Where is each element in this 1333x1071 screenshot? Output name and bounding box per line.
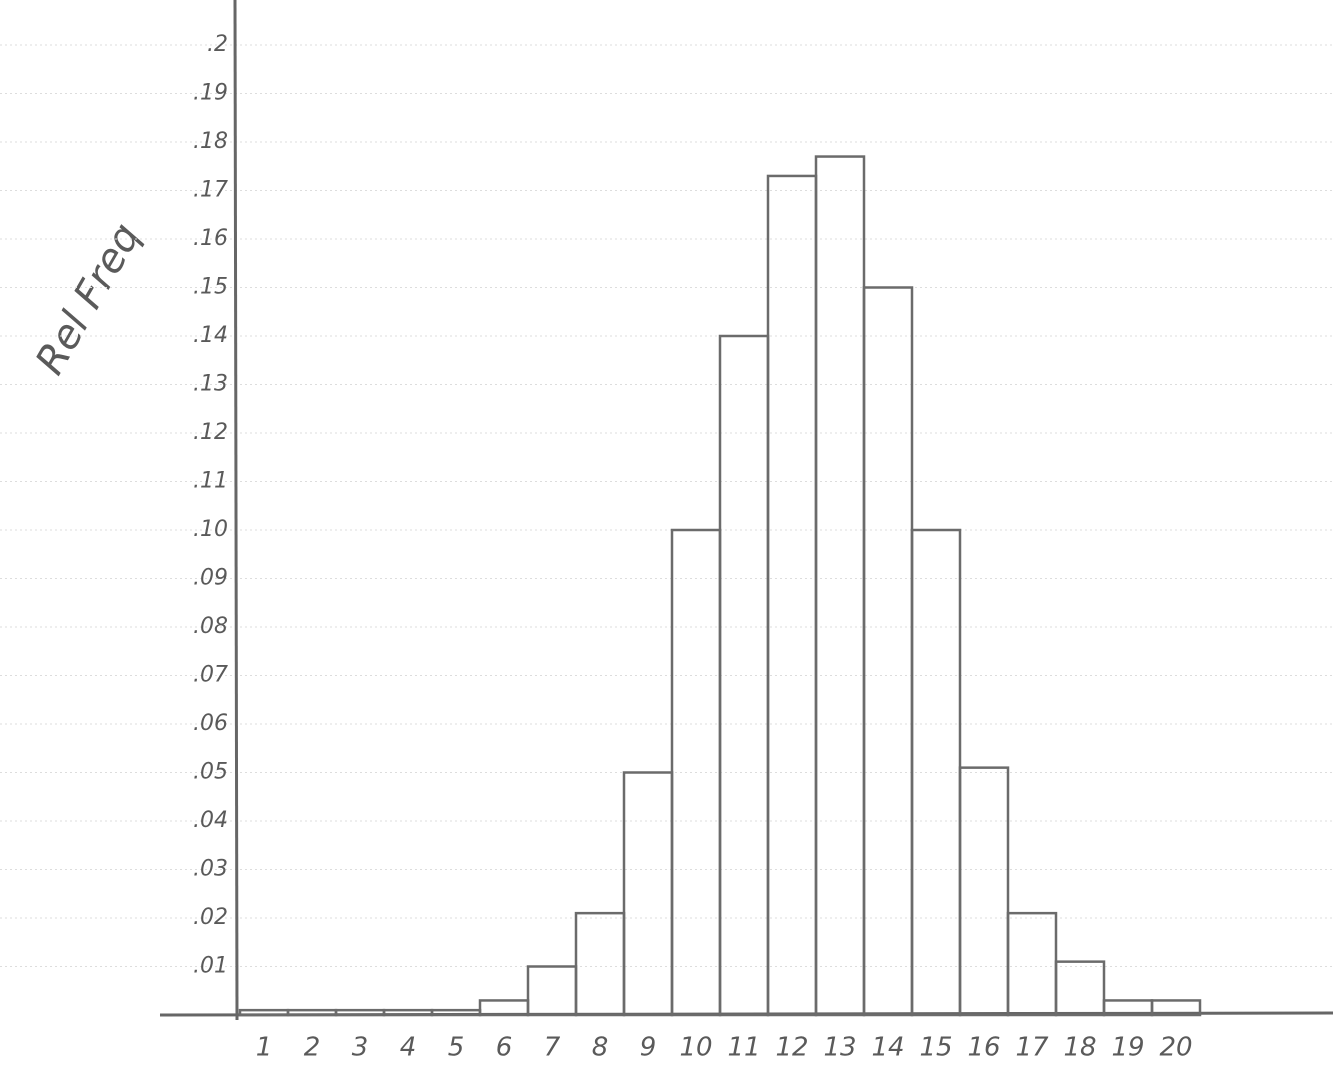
x-tick-label: 19 — [1111, 1033, 1144, 1063]
x-tick-label: 1 — [256, 1033, 273, 1063]
x-tick-label: 3 — [352, 1033, 369, 1063]
y-tick-label: .02 — [193, 905, 228, 930]
y-axis — [235, 0, 237, 1020]
bar — [528, 967, 576, 1016]
y-tick-label: .18 — [193, 129, 228, 154]
x-tick-label: 16 — [967, 1033, 1000, 1063]
y-tick-label: .14 — [193, 323, 228, 348]
x-tick-label: 6 — [496, 1033, 513, 1063]
y-tick-label: .12 — [193, 420, 228, 445]
bar — [240, 1010, 288, 1015]
y-tick-label: .06 — [193, 711, 228, 736]
y-tick-label: .01 — [193, 954, 228, 979]
x-tick-label: 14 — [871, 1033, 904, 1063]
x-tick-label: 20 — [1159, 1033, 1192, 1063]
y-tick-label: .07 — [193, 663, 228, 688]
y-tick-label: .13 — [193, 372, 228, 397]
y-axis-label: Rel Freq — [27, 216, 150, 382]
y-tick-label: .05 — [193, 760, 228, 785]
y-tick-label: .2 — [207, 32, 228, 57]
y-tick-label: .19 — [193, 81, 228, 106]
bar — [816, 157, 864, 1015]
x-tick-label: 8 — [592, 1033, 609, 1063]
bar — [1008, 913, 1056, 1015]
y-tick-label: .15 — [193, 275, 228, 300]
y-tick-label: .11 — [193, 469, 228, 494]
bar — [336, 1010, 384, 1015]
x-tick-label: 17 — [1015, 1033, 1049, 1063]
bar — [432, 1010, 480, 1015]
y-tick-label: .03 — [193, 857, 228, 882]
x-tick-label: 13 — [823, 1033, 856, 1063]
x-tick-label: 18 — [1063, 1033, 1096, 1063]
y-tick-label: .09 — [193, 566, 228, 591]
x-tick-label: 7 — [544, 1033, 561, 1063]
x-tick-label: 9 — [640, 1033, 657, 1063]
x-tick-label: 2 — [304, 1033, 321, 1063]
bar — [384, 1010, 432, 1015]
y-tick-label: .10 — [193, 517, 228, 542]
bar — [624, 773, 672, 1016]
x-tick-label: 5 — [448, 1033, 465, 1063]
y-tick-label: .16 — [193, 226, 228, 251]
bar — [864, 288, 912, 1016]
bar — [1056, 962, 1104, 1015]
x-tick-label: 4 — [400, 1033, 417, 1063]
x-tick-label: 11 — [727, 1033, 760, 1063]
y-tick-label: .17 — [193, 178, 228, 203]
y-tick-label: .04 — [193, 808, 228, 833]
x-tick-label: 12 — [775, 1033, 808, 1063]
bar — [768, 176, 816, 1015]
bar — [480, 1000, 528, 1015]
x-tick-label: 15 — [919, 1033, 952, 1063]
chart: Rel Freq .01 .02 .03 .04 .05 .06 .07 .08 .09 .10.… — [0, 0, 1333, 1071]
y-tick-label: .08 — [193, 614, 228, 639]
bar — [960, 768, 1008, 1015]
x-tick-label: 10 — [679, 1033, 712, 1063]
bar — [576, 913, 624, 1015]
bar — [288, 1010, 336, 1015]
